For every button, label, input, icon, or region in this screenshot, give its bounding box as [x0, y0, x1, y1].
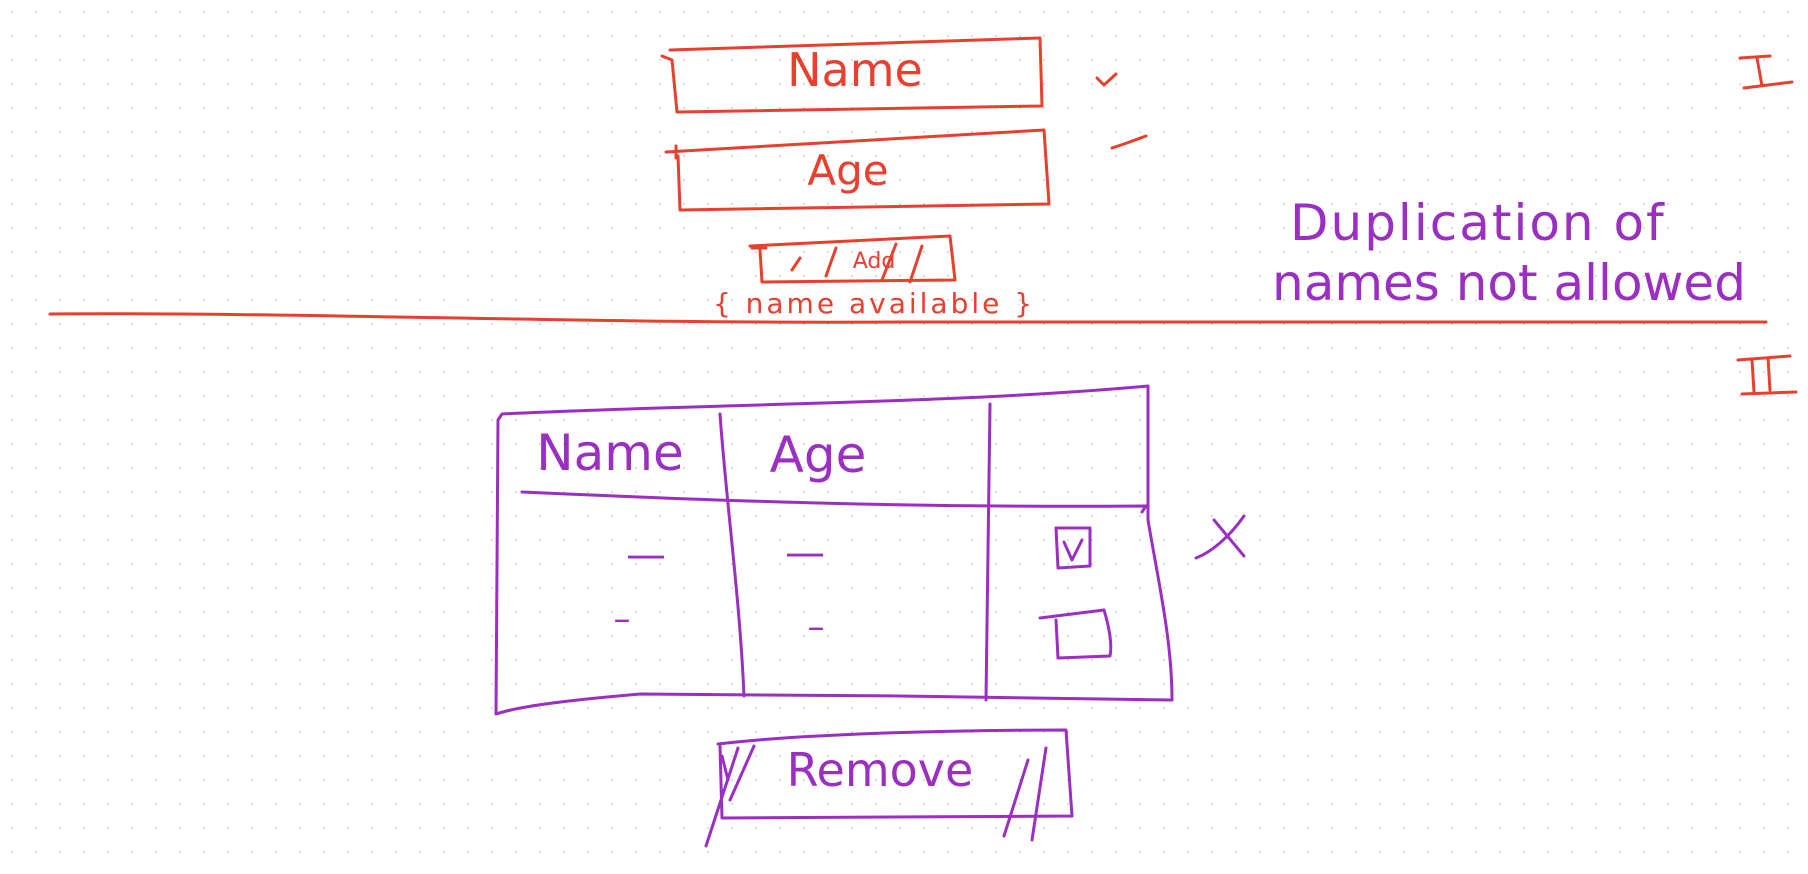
name-input-field[interactable]: Name: [660, 36, 1044, 114]
age-valid-check-icon: [1110, 134, 1148, 150]
table-cell-age: –: [808, 607, 825, 647]
row-checkbox-checked[interactable]: [1054, 526, 1092, 570]
duplication-note-line-1: Duplication of: [1290, 194, 1666, 252]
close-x-icon[interactable]: X: [1194, 514, 1246, 560]
age-input-field[interactable]: Age: [664, 128, 1051, 212]
section-two-marker-text: II: [1765, 379, 1766, 381]
section-one: Name Age Add { name available } I: [660, 36, 1794, 320]
table-header-age: Age: [770, 426, 867, 484]
remove-button[interactable]: Remove: [704, 728, 1074, 848]
people-table: Name Age — — – –: [494, 384, 1174, 716]
section-one-marker-text: I: [1765, 79, 1766, 81]
table-row[interactable]: – –: [614, 599, 1113, 660]
section-one-marker: I: [1738, 54, 1794, 90]
section-two: II Name Age — —: [494, 354, 1798, 848]
checkmark-icon: [1062, 538, 1084, 562]
name-valid-check-icon: [1095, 72, 1118, 87]
name-availability-message: { name available }: [713, 287, 1035, 320]
table-cell-age: —: [785, 530, 825, 576]
table-row[interactable]: — —: [626, 526, 1092, 578]
section-two-marker: II: [1736, 354, 1798, 396]
add-button-label: Add: [853, 249, 896, 274]
row-checkbox-unchecked[interactable]: [1038, 608, 1113, 660]
add-button[interactable]: Add: [748, 234, 957, 284]
duplication-note: Duplication of names not allowed: [1272, 194, 1746, 312]
table-cell-name: —: [626, 532, 666, 578]
table-cell-name: –: [614, 599, 631, 639]
duplication-note-line-2: names not allowed: [1272, 254, 1746, 312]
remove-button-label: Remove: [787, 743, 974, 797]
name-input-label: Name: [787, 43, 923, 97]
table-header-name: Name: [536, 424, 684, 482]
age-input-label: Age: [807, 146, 888, 195]
section-divider: [48, 312, 1768, 324]
